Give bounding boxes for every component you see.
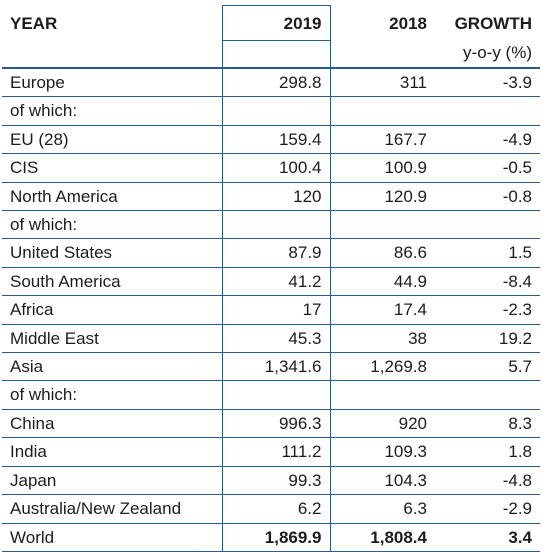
table-row: Middle East 45.3 38 19.2: [2, 324, 540, 354]
region-cell: of which:: [2, 380, 222, 410]
value-2018-cell: 6.3: [330, 494, 435, 524]
header-spacer: [2, 40, 222, 69]
region-cell: Middle East: [2, 324, 222, 354]
value-2019-cell: [221, 380, 331, 410]
value-2019-cell: 111.2: [221, 437, 331, 467]
growth-cell: -8.4: [435, 267, 540, 297]
value-2019-cell: 17: [221, 295, 331, 325]
value-2019-cell: 41.2: [221, 267, 331, 297]
region-cell: India: [2, 437, 222, 467]
value-2018-cell: 1,269.8: [330, 352, 435, 382]
growth-cell: 3.4: [435, 523, 540, 552]
col-header-growth: GROWTH: [454, 13, 532, 33]
region-cell: of which:: [2, 96, 222, 126]
table-row: Europe 298.8 311 -3.9: [2, 68, 540, 98]
col-header-growth-sub: y-o-y (%): [435, 40, 540, 69]
growth-cell: [435, 96, 540, 126]
value-2019-cell: 996.3: [221, 409, 331, 439]
value-2018-cell: 109.3: [330, 437, 435, 467]
region-cell: China: [2, 409, 222, 439]
growth-cell: -4.9: [435, 125, 540, 155]
value-2018-cell: 86.6: [330, 238, 435, 268]
growth-cell: -3.9: [435, 68, 540, 98]
table-row: of which:: [2, 210, 540, 240]
region-cell: EU (28): [2, 125, 222, 155]
year-header: YEAR: [10, 13, 58, 33]
table-body: Europe 298.8 311 -3.9 of which: EU (28) 159.4 1…: [2, 68, 540, 552]
value-2018-cell: 104.3: [330, 466, 435, 496]
value-2018-cell: 1,808.4: [330, 523, 435, 552]
table-row: South America 41.2 44.9 -8.4: [2, 267, 540, 297]
region-cell: North America: [2, 182, 222, 212]
region-cell: Africa: [2, 295, 222, 325]
region-cell: South America: [2, 267, 222, 297]
value-2018-cell: 17.4: [330, 295, 435, 325]
region-cell: CIS: [2, 153, 222, 183]
table-row: of which:: [2, 380, 540, 410]
table-row: CIS 100.4 100.9 -0.5: [2, 153, 540, 183]
region-cell: World: [2, 523, 222, 552]
region-cell: Japan: [2, 466, 222, 496]
growth-cell: 5.7: [435, 352, 540, 382]
growth-cell: [435, 380, 540, 410]
growth-cell: -2.9: [435, 494, 540, 524]
growth-cell: 1.5: [435, 238, 540, 268]
growth-cell: -2.3: [435, 295, 540, 325]
value-2018-cell: [330, 96, 435, 126]
table-row: Africa 17 17.4 -2.3: [2, 295, 540, 325]
value-2018-cell: 38: [330, 324, 435, 354]
value-2018-cell: 44.9: [330, 267, 435, 297]
table-row: of which:: [2, 96, 540, 126]
table-header: YEAR 2019 2018 GROWTH y-o-y (%): [2, 5, 540, 69]
region-cell: of which:: [2, 210, 222, 240]
value-2019-cell: 1,341.6: [221, 352, 331, 382]
value-2019-cell: 99.3: [221, 466, 331, 496]
col-header-2019: 2019: [221, 5, 331, 41]
value-2019-cell: 1,869.9: [221, 523, 331, 552]
region-cell: Asia: [2, 352, 222, 382]
growth-cell: 8.3: [435, 409, 540, 439]
table-row: Australia/New Zealand 6.2 6.3 -2.9: [2, 494, 540, 524]
value-2019-cell: 100.4: [221, 153, 331, 183]
growth-cell: [435, 210, 540, 240]
table-row: World 1,869.9 1,808.4 3.4: [2, 523, 540, 552]
region-cell: United States: [2, 238, 222, 268]
header-spacer-2018: [330, 40, 435, 69]
growth-cell: 19.2: [435, 324, 540, 354]
value-2018-cell: 920: [330, 409, 435, 439]
value-2019-cell: 6.2: [221, 494, 331, 524]
growth-cell: -4.8: [435, 466, 540, 496]
value-2018-cell: [330, 380, 435, 410]
col-header-2018: 2018: [389, 13, 427, 33]
value-2018-cell: 311: [330, 68, 435, 98]
value-2019-cell: 45.3: [221, 324, 331, 354]
region-cell: Europe: [2, 68, 222, 98]
table-row: EU (28) 159.4 167.7 -4.9: [2, 125, 540, 155]
value-2019-cell: 120: [221, 182, 331, 212]
value-2018-cell: 100.9: [330, 153, 435, 183]
value-2018-cell: 167.7: [330, 125, 435, 155]
table-row: Asia 1,341.6 1,269.8 5.7: [2, 352, 540, 382]
table-row: India 111.2 109.3 1.8: [2, 437, 540, 467]
header-spacer-2019: [221, 40, 331, 69]
value-2018-cell: 120.9: [330, 182, 435, 212]
growth-cell: 1.8: [435, 437, 540, 467]
value-2019-cell: [221, 96, 331, 126]
region-cell: Australia/New Zealand: [2, 494, 222, 524]
value-2018-cell: [330, 210, 435, 240]
growth-cell: -0.8: [435, 182, 540, 212]
table-row: North America 120 120.9 -0.8: [2, 182, 540, 212]
production-table: YEAR 2019 2018 GROWTH y-o-y (%) Europe 29…: [2, 5, 540, 552]
table-row: Japan 99.3 104.3 -4.8: [2, 466, 540, 496]
table-row: United States 87.9 86.6 1.5: [2, 238, 540, 268]
value-2019-cell: 87.9: [221, 238, 331, 268]
value-2019-cell: 298.8: [221, 68, 331, 98]
value-2019-cell: 159.4: [221, 125, 331, 155]
growth-cell: -0.5: [435, 153, 540, 183]
value-2019-cell: [221, 210, 331, 240]
table-row: China 996.3 920 8.3: [2, 409, 540, 439]
